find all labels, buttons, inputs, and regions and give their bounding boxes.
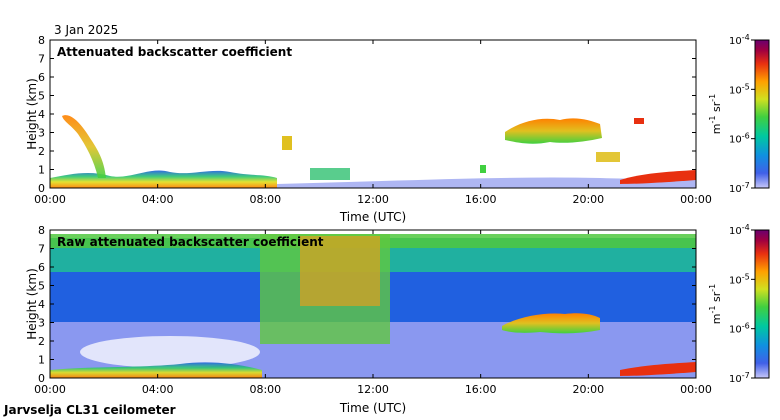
colorbar-1: 10-4 10-5 10-6 10-7 m-1 sr-1 (708, 33, 770, 195)
plume-spot-2 (310, 168, 350, 180)
colorbar-2-unit: m-1 sr-1 (708, 284, 723, 324)
heatmap-1 (50, 115, 696, 188)
y-tick-label: 5 (38, 280, 45, 293)
surface-haze-1 (277, 172, 696, 188)
colorbar-2-ramp (754, 229, 770, 379)
colorbar-tick-label: 10-7 (729, 371, 750, 385)
y-tick-label: 2 (38, 145, 45, 158)
colorbar-2: 10-4 10-5 10-6 10-7 m-1 sr-1 (708, 223, 770, 385)
y-tick-label: 7 (38, 243, 45, 256)
x-tick-label: 16:00 (465, 193, 497, 206)
colorbar-tick-label: 10-5 (729, 272, 750, 286)
y-tick-label: 6 (38, 261, 45, 274)
colorbar-tick-label: 10-6 (729, 132, 750, 146)
x-tick-label: 16:00 (465, 383, 497, 396)
plume-spot-1 (282, 136, 292, 150)
plume-early (62, 115, 106, 178)
plume-spot-3 (480, 165, 486, 173)
panel-2-title: Raw attenuated backscatter coefficient (57, 235, 324, 249)
frame-1 (49, 39, 697, 189)
x-tick-label: 12:00 (357, 383, 389, 396)
y-tick-label: 4 (38, 298, 45, 311)
clear-air-1 (80, 336, 260, 368)
y-tick-label: 6 (38, 71, 45, 84)
colorbar-tick-label: 10-4 (729, 33, 750, 47)
x-tick-label: 04:00 (142, 383, 174, 396)
x-tick-label: 12:00 (357, 193, 389, 206)
date-label: 3 Jan 2025 (54, 23, 118, 37)
x-tick-label: 08:00 (249, 383, 281, 396)
station-label: Jarvselja CL31 ceilometer (3, 403, 176, 417)
colorbar-tick-label: 10-5 (729, 82, 750, 96)
heatmap-2 (50, 234, 696, 378)
x-tick-label: 20:00 (572, 383, 604, 396)
boundary-layer-1 (50, 170, 277, 188)
cloud-small-1 (634, 118, 644, 124)
panel-2-ylabel: Height (km) (25, 268, 39, 339)
colorbar-tick-label: 10-4 (729, 223, 750, 237)
x-tick-label: 08:00 (249, 193, 281, 206)
panel-attenuated: Attenuated backscatter coefficient 00:00… (25, 34, 712, 224)
x-tick-label: 20:00 (572, 193, 604, 206)
y-tick-label: 7 (38, 53, 45, 66)
x-tick-label: 00:00 (34, 383, 66, 396)
panel-1-ylabel: Height (km) (25, 78, 39, 149)
y-tick-label: 2 (38, 335, 45, 348)
panel-1-ticks: 00:00 04:00 08:00 12:00 16:00 20:00 00:0001234… (34, 34, 712, 206)
noise-elevated-core (300, 236, 380, 306)
colorbar-1-ramp (754, 39, 770, 189)
y-tick-label: 5 (38, 90, 45, 103)
x-tick-label: 00:00 (34, 193, 66, 206)
low-cloud-1 (620, 170, 696, 184)
panel-1-xlabel: Time (UTC) (339, 210, 406, 224)
colorbar-tick-label: 10-7 (729, 181, 750, 195)
panel-2-ticks: 00:00 04:00 08:00 12:00 16:00 20:00 00:0001234… (34, 224, 712, 396)
panel-2-xlabel: Time (UTC) (339, 401, 406, 415)
x-tick-label: 04:00 (142, 193, 174, 206)
colorbar-tick-label: 10-6 (729, 322, 750, 336)
y-tick-label: 4 (38, 108, 45, 121)
boundary-layer-2 (50, 362, 262, 378)
panel-1-title: Attenuated backscatter coefficient (57, 45, 292, 59)
y-tick-label: 0 (38, 182, 45, 195)
cloud-small-2 (596, 152, 620, 162)
x-tick-label: 00:00 (680, 383, 712, 396)
y-tick-label: 1 (38, 164, 45, 177)
colorbar-1-ticks: 10-4 10-5 10-6 10-7 (729, 33, 755, 195)
y-tick-label: 8 (38, 34, 45, 47)
x-tick-label: 00:00 (680, 193, 712, 206)
low-cloud-2 (620, 362, 696, 376)
y-tick-label: 3 (38, 317, 45, 330)
cloud-layer-1 (505, 118, 602, 144)
y-tick-label: 3 (38, 127, 45, 140)
cloud-layer-2 (502, 313, 600, 334)
colorbar-2-ticks: 10-4 10-5 10-6 10-7 (729, 223, 755, 385)
y-tick-label: 1 (38, 354, 45, 367)
colorbar-1-unit: m-1 sr-1 (708, 94, 723, 134)
panel-raw: Raw attenuated backscatter coefficient 0… (25, 224, 712, 415)
y-tick-label: 8 (38, 224, 45, 237)
y-tick-label: 0 (38, 372, 45, 385)
